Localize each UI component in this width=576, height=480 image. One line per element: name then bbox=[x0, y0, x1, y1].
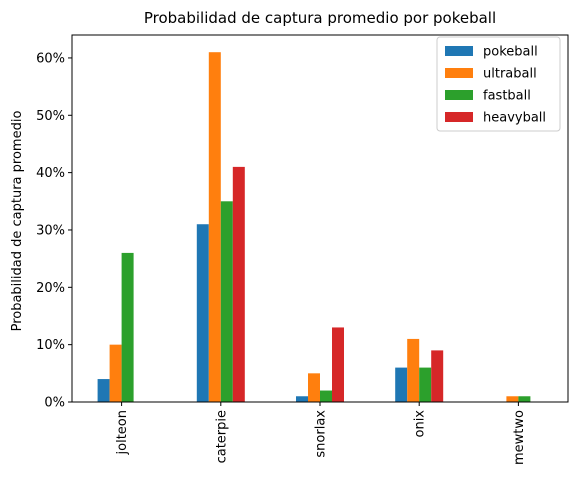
y-ticks-group: 0% 10% 20% 30% 40% 50% 60% bbox=[36, 51, 72, 411]
y-tick-label: 10% bbox=[36, 338, 65, 353]
legend-label-ultraball: ultraball bbox=[483, 67, 537, 82]
bar-ultraball-jolteon bbox=[109, 344, 122, 402]
legend-swatch-heavyball bbox=[445, 112, 473, 122]
chart-title: Probabilidad de captura promedio por pok… bbox=[144, 9, 496, 27]
y-tick-label: 30% bbox=[36, 223, 65, 238]
x-tick-label: caterpie bbox=[214, 410, 229, 463]
x-tick-label: mewtwo bbox=[512, 410, 527, 465]
legend-label-pokeball: pokeball bbox=[483, 45, 538, 60]
x-tick-label: onix bbox=[413, 410, 428, 438]
bar-fastball-snorlax bbox=[320, 390, 332, 402]
bar-fastball-mewtwo bbox=[518, 396, 531, 402]
bar-ultraball-snorlax bbox=[308, 373, 320, 402]
bar-ultraball-mewtwo bbox=[506, 396, 519, 402]
bar-ultraball-caterpie bbox=[208, 52, 221, 402]
y-tick-label: 60% bbox=[36, 51, 65, 66]
legend-swatch-ultraball bbox=[445, 68, 473, 78]
bar-pokeball-onix bbox=[395, 367, 408, 402]
bar-fastball-onix bbox=[419, 367, 432, 402]
y-tick-label: 40% bbox=[36, 166, 65, 181]
bar-pokeball-snorlax bbox=[296, 396, 308, 402]
x-ticks-group: jolteon caterpie snorlax onix mewtwo bbox=[115, 402, 527, 465]
bars-group bbox=[97, 52, 531, 402]
x-tick-label: snorlax bbox=[314, 410, 329, 458]
x-tick-label: jolteon bbox=[115, 410, 130, 455]
legend-box bbox=[436, 36, 561, 132]
legend-swatch-pokeball bbox=[445, 46, 473, 56]
bar-heavyball-snorlax bbox=[332, 327, 344, 402]
y-axis-label: Probabilidad de captura promedio bbox=[10, 111, 25, 332]
y-tick-label: 0% bbox=[44, 396, 65, 411]
bar-fastball-jolteon bbox=[121, 252, 134, 402]
bar-pokeball-caterpie bbox=[196, 224, 209, 402]
y-tick-label: 20% bbox=[36, 281, 65, 296]
bar-fastball-caterpie bbox=[220, 201, 233, 402]
bar-heavyball-caterpie bbox=[232, 166, 245, 402]
legend-label-heavyball: heavyball bbox=[483, 111, 546, 126]
legend: pokeball ultraball fastball heavyball bbox=[436, 36, 561, 132]
y-tick-label: 50% bbox=[36, 109, 65, 124]
bar-ultraball-onix bbox=[407, 338, 420, 402]
legend-swatch-fastball bbox=[445, 90, 473, 100]
plot-frame bbox=[71, 34, 569, 403]
bar-heavyball-onix bbox=[431, 350, 444, 402]
bar-pokeball-jolteon bbox=[97, 379, 110, 402]
legend-label-fastball: fastball bbox=[483, 89, 531, 104]
